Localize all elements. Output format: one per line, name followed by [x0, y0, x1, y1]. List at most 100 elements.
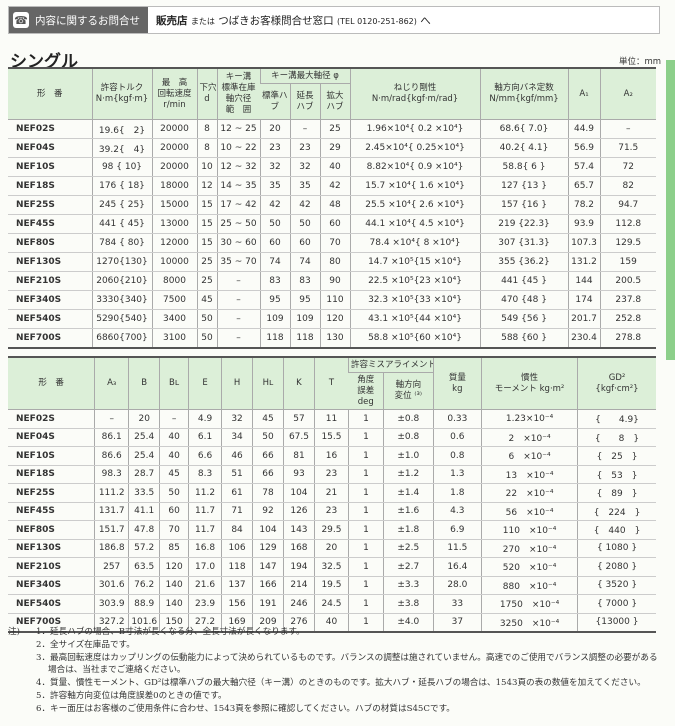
model-cell: NEF700S	[8, 613, 95, 633]
value-cell: 98.3	[94, 465, 129, 484]
value-cell: 1.96×10⁴{ 0.2 ×10⁴}	[349, 119, 481, 139]
value-cell: 95	[259, 290, 290, 310]
spec-table-2: 形 番 A₃ B Bʟ E H Hʟ K T 許容ミスアライメント 質量 kg 慣…	[8, 356, 656, 633]
value-cell: { 4.9}	[577, 409, 656, 429]
value-cell: { 89 }	[577, 483, 656, 503]
inquiry-text: 販売店 または つばきお客様問合せ窓口 (TEL 0120-251-862) へ	[148, 13, 431, 28]
value-cell: 23	[313, 465, 349, 484]
value-cell: 40	[159, 446, 189, 466]
header-h: H	[221, 356, 253, 410]
value-cell: 174	[567, 290, 601, 310]
value-cell: 25.5 ×10⁴{ 2.6 ×10⁴}	[349, 195, 481, 215]
model-cell: NEF04S	[8, 428, 95, 447]
notes: 注) 1．延長ハブの場合、B寸法が長くなる分、全長寸法が長くなります。 2．全サイ…	[8, 626, 658, 716]
value-cell: 168	[282, 539, 315, 558]
value-cell: 104	[282, 483, 315, 503]
value-cell: –	[216, 271, 260, 291]
header-angle: 角度 誤差 deg	[348, 372, 384, 410]
value-cell: 327.2	[94, 613, 129, 633]
model-cell: NEF18S	[8, 176, 92, 196]
value-cell: 6860{700}	[91, 328, 152, 349]
value-cell: 15	[196, 195, 217, 215]
value-cell: 50	[159, 483, 189, 503]
value-cell: 19.5	[313, 576, 349, 595]
value-cell: 46	[221, 446, 253, 466]
value-cell: 13000	[151, 214, 197, 234]
header-std-hub: 標準ハブ	[260, 83, 290, 120]
notes-heading: 注)	[8, 627, 20, 637]
value-cell: 588 {60 }	[479, 328, 569, 349]
value-cell: 11	[313, 409, 349, 429]
value-cell: 0.33	[432, 409, 482, 429]
value-cell: 42	[259, 195, 290, 215]
value-cell: 140	[159, 594, 189, 614]
value-cell: 106	[221, 539, 253, 558]
header-max-bore: キー溝最大軸径 φ	[259, 67, 351, 84]
header-speed: 最 高回転速度 r/min	[151, 67, 197, 120]
table-row: NEF210S 257 63.5 120 17.0 118 147 194 32.5 1 ±2.7 1…	[8, 557, 656, 577]
header-enl-hub: 拡大ハブ	[319, 83, 351, 120]
value-cell: 71	[221, 502, 253, 521]
value-cell: 60	[289, 233, 320, 253]
value-cell: 176 { 18}	[91, 176, 152, 196]
value-cell: 83	[289, 271, 320, 291]
value-cell: 191	[252, 594, 284, 614]
value-cell: 4.9	[188, 409, 222, 429]
value-cell: 95	[289, 290, 320, 310]
table-row: NEF18S 176 { 18} 18000 12 14 ~ 35 35 35 42 15.7 …	[8, 176, 657, 196]
header-model: 形 番	[8, 67, 92, 120]
value-cell: 186.8	[94, 539, 129, 558]
value-cell: 150	[159, 613, 189, 633]
value-cell: 0.6	[432, 428, 482, 447]
header-misalignment: 許容ミスアライメント	[347, 356, 434, 373]
or-text: または	[190, 16, 215, 26]
model-cell: NEF210S	[8, 271, 92, 291]
value-cell: 50	[196, 328, 217, 349]
value-cell: 143	[282, 520, 315, 540]
header-model: 形 番	[8, 356, 95, 410]
value-cell: 15.7 ×10⁴{ 1.6 ×10⁴}	[349, 176, 481, 196]
note-item: 5．許容軸方向変位は角度誤差0のときの値です。	[36, 690, 227, 701]
value-cell: 20000	[151, 138, 197, 158]
header-a1: A₁	[567, 67, 601, 120]
value-cell: 12 ~ 25	[216, 119, 260, 139]
value-cell: 8000	[151, 271, 197, 291]
value-cell: 13 ×10⁻⁴	[481, 465, 578, 484]
value-cell: { 25 }	[577, 446, 656, 466]
value-cell: ±2.7	[383, 557, 434, 577]
value-cell: 32.3 ×10⁵{33 ×10⁴}	[349, 290, 481, 310]
model-cell: NEF540S	[8, 594, 95, 614]
value-cell: 245 { 25}	[91, 195, 152, 215]
value-cell: 90	[319, 271, 351, 291]
value-cell: 252.8	[599, 309, 657, 329]
table-row: NEF700S 6860{700} 3100 50–118 118 130 58.8 ×10…	[8, 328, 657, 349]
table-row: NEF210S 2060{210} 8000 25–83 83 90 22.5 ×10⁵{2…	[8, 271, 657, 291]
value-cell: 86.1	[94, 428, 129, 447]
model-cell: NEF80S	[8, 520, 95, 540]
value-cell: 45	[159, 465, 189, 484]
value-cell: 25	[196, 252, 217, 272]
model-cell: NEF10S	[8, 157, 92, 177]
value-cell: 11.7	[188, 502, 222, 521]
value-cell: 307 {31.3}	[479, 233, 569, 253]
value-cell: 140	[159, 576, 189, 595]
value-cell: 209	[252, 613, 284, 633]
value-cell: 1	[347, 520, 384, 540]
value-cell: 107.3	[567, 233, 601, 253]
value-cell: 2.45×10⁴{ 0.25×10⁴}	[349, 138, 481, 158]
value-cell: 129	[252, 539, 284, 558]
value-cell: 118	[259, 328, 290, 349]
value-cell: 93.9	[567, 214, 601, 234]
value-cell: 1	[347, 409, 384, 429]
value-cell: 20	[313, 539, 349, 558]
value-cell: 1	[347, 428, 384, 447]
value-cell: 22 ×10⁻⁴	[481, 483, 578, 503]
model-cell: NEF340S	[8, 576, 95, 595]
value-cell: 23	[289, 138, 320, 158]
value-cell: 32	[289, 157, 320, 177]
value-cell: 24.5	[313, 594, 349, 614]
value-cell: 237.8	[599, 290, 657, 310]
value-cell: 17.0	[188, 557, 222, 577]
table-row: NEF80S 151.7 47.8 70 11.7 84 104 143 29.5 1 ±1.8 6.…	[8, 520, 656, 540]
value-cell: 129.5	[599, 233, 657, 253]
